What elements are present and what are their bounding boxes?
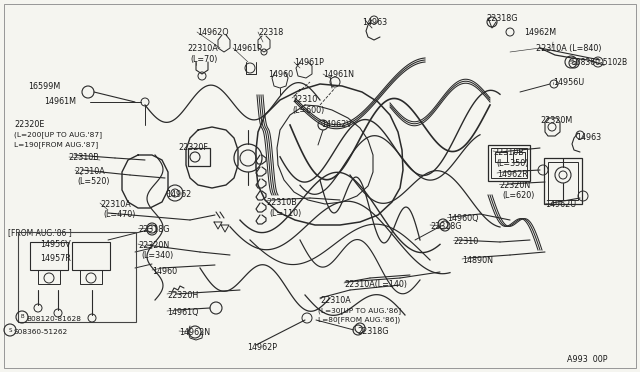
Text: 14960: 14960 <box>152 267 177 276</box>
Text: 14890N: 14890N <box>462 256 493 265</box>
Text: L=190[FROM AUG.'87]: L=190[FROM AUG.'87] <box>14 141 99 148</box>
Text: 14960: 14960 <box>268 70 293 79</box>
Text: L=80[FROM AUG.'86]): L=80[FROM AUG.'86]) <box>318 316 400 323</box>
Text: B: B <box>20 314 24 320</box>
Text: 16599M: 16599M <box>28 82 60 91</box>
Text: 14962: 14962 <box>166 190 191 199</box>
Text: (L=620): (L=620) <box>502 191 534 200</box>
Text: A993  00P: A993 00P <box>567 355 607 364</box>
Text: 14963: 14963 <box>576 133 601 142</box>
Text: 22310A: 22310A <box>187 44 218 53</box>
Text: 14962N: 14962N <box>179 328 210 337</box>
Text: 14956V: 14956V <box>40 240 71 249</box>
Bar <box>513 152 525 162</box>
Text: S08360-5102B: S08360-5102B <box>572 58 628 67</box>
Bar <box>491 148 527 178</box>
Text: 22310B: 22310B <box>68 153 99 162</box>
Text: 14957R: 14957R <box>40 254 71 263</box>
Text: 22310A: 22310A <box>74 167 105 176</box>
Text: (L=110): (L=110) <box>269 209 301 218</box>
Text: S08360-51262: S08360-51262 <box>14 329 68 335</box>
Text: 14956U: 14956U <box>553 78 584 87</box>
Text: (L=520): (L=520) <box>77 177 109 186</box>
Text: 22320N: 22320N <box>138 241 169 250</box>
Text: 14962R: 14962R <box>497 170 528 179</box>
Text: 14963: 14963 <box>362 18 387 27</box>
Text: 14961Q: 14961Q <box>167 308 198 317</box>
Text: 22318G: 22318G <box>138 225 170 234</box>
Bar <box>18 232 136 322</box>
Text: 22320N: 22320N <box>499 181 531 190</box>
Text: (L=30[UP TO AUG.'86]: (L=30[UP TO AUG.'86] <box>318 307 401 314</box>
Bar <box>495 152 507 162</box>
Text: [FROM AUG.'86 ]: [FROM AUG.'86 ] <box>8 228 72 237</box>
Text: 14962V: 14962V <box>321 120 352 129</box>
Text: 14961P: 14961P <box>294 58 324 67</box>
Text: 14961N: 14961N <box>323 70 354 79</box>
Text: 22310B: 22310B <box>493 148 524 157</box>
Text: (L=600): (L=600) <box>292 106 324 115</box>
Text: (L=350): (L=350) <box>496 159 529 168</box>
Text: (L=200[UP TO AUG.'87]: (L=200[UP TO AUG.'87] <box>14 131 102 138</box>
Text: 22310A (L=840): 22310A (L=840) <box>536 44 602 53</box>
Text: 22318G: 22318G <box>486 14 518 23</box>
Text: 22310A(L=140): 22310A(L=140) <box>344 280 407 289</box>
Text: S: S <box>8 327 12 333</box>
Text: 22310: 22310 <box>453 237 478 246</box>
Bar <box>548 162 578 200</box>
Bar <box>72 242 110 270</box>
Bar <box>544 158 582 204</box>
Text: 14962Q: 14962Q <box>197 28 228 37</box>
Text: (L=340): (L=340) <box>141 251 173 260</box>
Bar <box>488 145 530 181</box>
Bar <box>188 148 210 166</box>
Text: 22310: 22310 <box>292 95 317 104</box>
Text: 14962M: 14962M <box>524 28 556 37</box>
Text: 14960Q: 14960Q <box>447 214 479 223</box>
Text: (L=470): (L=470) <box>103 210 136 219</box>
Text: 22320E: 22320E <box>14 120 44 129</box>
Text: 14961P: 14961P <box>232 44 262 53</box>
Text: 22310B: 22310B <box>266 198 297 207</box>
Text: 22318G: 22318G <box>357 327 388 336</box>
Text: 22320M: 22320M <box>540 116 572 125</box>
Text: 22310A: 22310A <box>320 296 351 305</box>
Bar <box>30 242 68 270</box>
Bar <box>38 270 60 284</box>
Text: 22320H: 22320H <box>167 291 198 300</box>
Text: (L=70): (L=70) <box>190 55 218 64</box>
Text: S: S <box>569 60 573 64</box>
Bar <box>80 270 102 284</box>
Text: 14961M: 14961M <box>44 97 76 106</box>
Text: 14962P: 14962P <box>247 343 277 352</box>
Text: S: S <box>572 61 576 65</box>
Text: B08120-81628: B08120-81628 <box>26 316 81 322</box>
Text: 22318G: 22318G <box>430 222 461 231</box>
Text: 14962U: 14962U <box>545 200 576 209</box>
Text: 22318: 22318 <box>258 28 284 37</box>
Text: 22310A: 22310A <box>100 200 131 209</box>
Text: 22320F: 22320F <box>178 143 208 152</box>
